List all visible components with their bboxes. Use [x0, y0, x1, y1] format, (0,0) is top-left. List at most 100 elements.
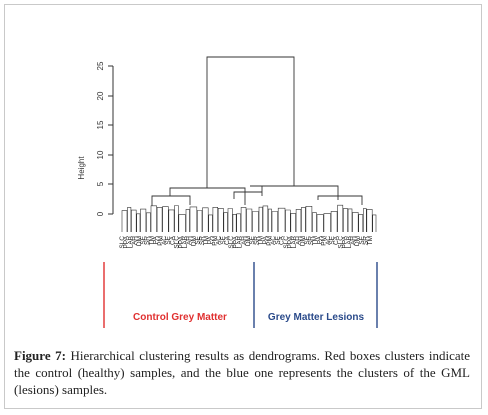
leaf-branch [212, 207, 218, 232]
leaf-label: SLC [174, 236, 181, 249]
y-axis [108, 65, 114, 215]
leaf-label: SR [144, 236, 151, 245]
leaf-label: PM [211, 236, 218, 246]
leaf-label: SR [308, 236, 315, 245]
leaf-label: AC [161, 236, 168, 245]
leaf-label: AH [186, 236, 193, 245]
leaf-branch [202, 207, 209, 232]
leaf-branch [223, 212, 228, 232]
leaf-branch [146, 212, 151, 232]
y-tick-10: 10 [96, 150, 105, 159]
leaf-label: CA [333, 235, 340, 245]
leaf-label: PA [316, 235, 323, 244]
leaf-branch [352, 212, 359, 232]
leaf-label: SE [165, 235, 172, 244]
leaf-branch [305, 206, 313, 232]
y-tick-15: 15 [96, 120, 105, 129]
leaf-label: PPA [287, 235, 294, 248]
y-tick-labels: 0 5 10 15 20 25 [96, 61, 105, 216]
leaf-label: DM [136, 236, 143, 246]
leaf-branch [271, 211, 278, 232]
leaf-label: DM [245, 236, 252, 246]
leaf-label: SE [195, 235, 202, 244]
leaf-branch [156, 207, 163, 232]
y-tick-20: 20 [96, 91, 105, 100]
leaf-label: LAB [237, 236, 244, 248]
leaf-label: PM [321, 236, 328, 246]
leaf-label: AH [350, 236, 357, 245]
leaf-branch [178, 214, 186, 232]
leaf-branch [323, 213, 331, 232]
leaf-label: DM [300, 236, 307, 246]
leaf-label: LAB [182, 236, 189, 248]
dendrogram-top [151, 56, 363, 206]
leaf-label: SE [358, 235, 365, 244]
leaf-label: TM [148, 236, 155, 245]
leaf-label: AC [216, 236, 223, 245]
leaf-branch [197, 210, 203, 232]
leaf-label: SE [304, 235, 311, 244]
leaf-label: PA [262, 235, 269, 244]
leaf-branch [363, 208, 367, 232]
leaf-branch [301, 207, 306, 232]
leaf-branch [136, 213, 141, 232]
figure-caption: Figure 7: Hierarchical clustering result… [14, 347, 470, 398]
leaf-branch [285, 209, 291, 232]
caption-label: Figure 7: [14, 348, 66, 363]
leaf-branch [372, 214, 377, 232]
y-tick-25: 25 [96, 61, 105, 70]
leaf-branch [330, 211, 338, 232]
leaf-label: PM [157, 236, 164, 246]
leaf-label: DM [190, 236, 197, 246]
leaf-label: SLC [228, 236, 235, 249]
leaf-branch [240, 207, 247, 232]
leaf-label: CA [169, 235, 176, 245]
leaf-label: LAB [346, 236, 353, 248]
leaf-branch [316, 214, 324, 232]
leaf-branch [277, 207, 286, 232]
leaf-label: PPA [342, 235, 349, 248]
leaf-label: CA [224, 235, 231, 245]
leaf-label: SE [329, 235, 336, 244]
leaf-label: AH [132, 236, 139, 245]
leaf-label: TM [312, 236, 319, 245]
leaf-branch [366, 209, 373, 232]
leaf-branch [121, 210, 128, 232]
leaf-label: SLC [337, 236, 344, 249]
leaf-label: TM [258, 236, 265, 245]
leaf-label: PA [153, 235, 160, 244]
figure-frame [4, 4, 482, 409]
leaf-branch [150, 205, 157, 232]
leaf-branch [232, 214, 237, 232]
leaf-branch [208, 214, 213, 232]
leaf-label: SE [140, 235, 147, 244]
leaf-branch [343, 208, 348, 232]
y-axis-label: Height [77, 156, 86, 180]
dendrogram-leaves [121, 204, 377, 232]
leaf-branch [162, 206, 169, 232]
leaf-branch [268, 208, 272, 232]
leaf-label: SR [253, 236, 260, 245]
leaf-label: SLC [119, 236, 126, 249]
leaf-branch [252, 211, 259, 232]
leaf-branch [168, 209, 175, 232]
leaf-branch [337, 204, 344, 232]
leaf-branch [290, 213, 296, 232]
leaf-branch [246, 208, 253, 232]
leaf-label: SLC [283, 236, 290, 249]
leaf-branch [189, 206, 198, 232]
leaf-label: CA [279, 235, 286, 245]
leaf-label: LAB [291, 236, 298, 248]
leaf-branch [312, 212, 317, 232]
leaf-label: PPA [232, 235, 239, 248]
leaf-branch [236, 213, 241, 232]
leaf-branch [131, 209, 137, 232]
leaf-branch [295, 209, 302, 232]
leaf-branch [347, 208, 353, 232]
leaf-label: LAB [127, 236, 134, 248]
leaf-branch [227, 208, 233, 232]
leaf-label: AC [325, 236, 332, 245]
leaf-label: TM [203, 236, 210, 245]
leaf-label: AH [295, 236, 302, 245]
